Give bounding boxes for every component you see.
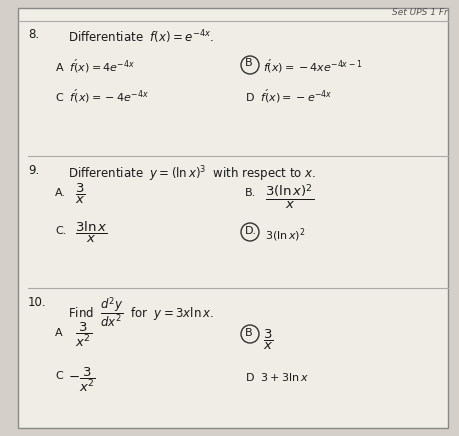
Text: $\dfrac{3}{x}$: $\dfrac{3}{x}$ <box>263 328 273 352</box>
Text: D  $f\'(x) = -e^{-4x}$: D $f\'(x) = -e^{-4x}$ <box>245 88 332 106</box>
Text: Set UPS 1 Fr: Set UPS 1 Fr <box>392 8 447 17</box>
Text: B: B <box>245 58 252 68</box>
Text: Differentiate  $y = (\ln x)^3$  with respect to $x$.: Differentiate $y = (\ln x)^3$ with respe… <box>68 164 316 184</box>
Text: A  $f\'(x) = 4e^{-4x}$: A $f\'(x) = 4e^{-4x}$ <box>55 58 135 75</box>
Text: $-\dfrac{3}{x^2}$: $-\dfrac{3}{x^2}$ <box>68 366 95 394</box>
Text: $3(\ln x)^2$: $3(\ln x)^2$ <box>264 226 305 244</box>
Text: C  $f\'(x) = -4e^{-4x}$: C $f\'(x) = -4e^{-4x}$ <box>55 88 149 106</box>
Text: D.: D. <box>245 226 257 236</box>
Text: D  $3+3\ln x$: D $3+3\ln x$ <box>245 371 308 383</box>
Text: 8.: 8. <box>28 28 39 41</box>
FancyBboxPatch shape <box>18 8 447 428</box>
Text: 9.: 9. <box>28 164 39 177</box>
Text: $\dfrac{3\ln x}{x}$: $\dfrac{3\ln x}{x}$ <box>75 220 107 245</box>
Text: B: B <box>245 328 252 338</box>
Text: Differentiate  $f(x) = e^{-4x}$.: Differentiate $f(x) = e^{-4x}$. <box>68 28 213 46</box>
Text: $\dfrac{3(\ln x)^2}{x}$: $\dfrac{3(\ln x)^2}{x}$ <box>264 182 313 211</box>
Text: B.: B. <box>245 188 256 198</box>
Text: A: A <box>55 328 62 338</box>
Text: $\dfrac{3}{x^2}$: $\dfrac{3}{x^2}$ <box>75 321 92 349</box>
Text: $\dfrac{3}{x}$: $\dfrac{3}{x}$ <box>75 182 85 206</box>
Text: Find  $\dfrac{d^2y}{dx^2}$  for  $y = 3x\ln x$.: Find $\dfrac{d^2y}{dx^2}$ for $y = 3x\ln… <box>68 296 213 330</box>
Text: 10.: 10. <box>28 296 46 309</box>
Text: C: C <box>55 371 62 381</box>
Text: A.: A. <box>55 188 66 198</box>
Text: C.: C. <box>55 226 66 236</box>
Text: $f\'(x) = -4xe^{-4x-1}$: $f\'(x) = -4xe^{-4x-1}$ <box>263 58 362 75</box>
